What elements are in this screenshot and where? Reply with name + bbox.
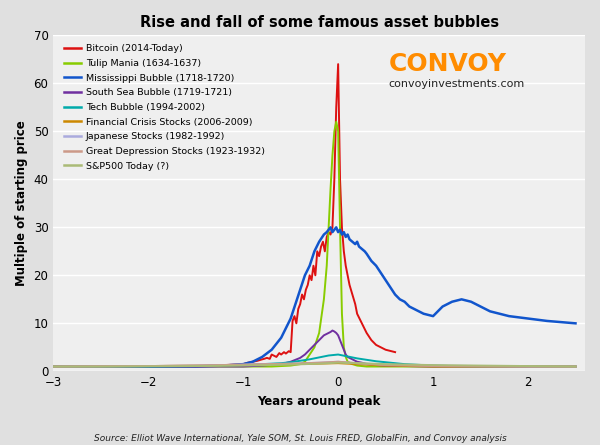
Legend: Bitcoin (2014-Today), Tulip Mania (1634-1637), Mississippi Bubble (1718-1720), S: Bitcoin (2014-Today), Tulip Mania (1634-… (61, 40, 269, 174)
Text: CONVOY: CONVOY (388, 52, 506, 76)
Text: Source: Elliot Wave International, Yale SOM, St. Louis FRED, GlobalFin, and Conv: Source: Elliot Wave International, Yale … (94, 434, 506, 443)
Text: convoyinvestments.com: convoyinvestments.com (388, 79, 524, 89)
X-axis label: Years around peak: Years around peak (257, 395, 381, 408)
Title: Rise and fall of some famous asset bubbles: Rise and fall of some famous asset bubbl… (140, 15, 499, 30)
Y-axis label: Multiple of starting price: Multiple of starting price (15, 121, 28, 286)
